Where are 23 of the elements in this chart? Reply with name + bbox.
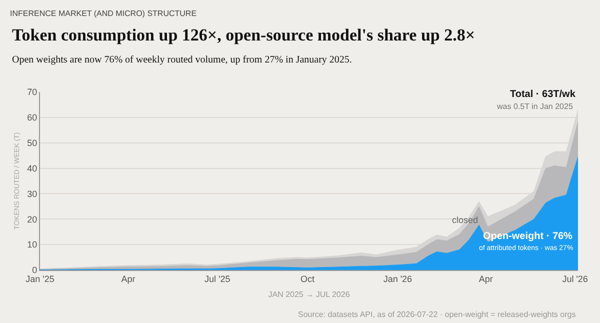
annotation: was 0.5T in Jan 2025	[496, 102, 574, 111]
y-tick-label: 10	[27, 240, 38, 250]
y-tick-label: 40	[27, 163, 38, 174]
x-tick-label: Jan '26	[383, 274, 412, 284]
x-tick-label: Jan '25	[26, 274, 54, 284]
x-tick-label: Jul '25	[204, 274, 230, 284]
series-label: closed	[452, 215, 478, 225]
x-tick-label: Oct	[300, 274, 316, 284]
y-tick-label: 70	[27, 87, 38, 98]
chart-subtitle: Open weights are now 76% of weekly routed volume, up from 27% in January 2025.	[12, 54, 352, 66]
text: INFERENCE MARKET (AND MICRO) STRUCTURE	[10, 9, 197, 18]
chart-title: Token consumption up 126×, open-source model's share up 2.8×	[12, 25, 476, 44]
source-note: Source: datasets API, as of 2026-07-22 · open-weight = released-weights orgs	[298, 310, 576, 319]
x-axis-title: JAN 2025 → JUL 2026	[268, 290, 350, 299]
x-tick-label: Jul '26	[562, 274, 588, 284]
y-tick-label: 50	[27, 138, 38, 148]
y-tick-label: 30	[27, 188, 38, 199]
y-tick-label: 0	[32, 265, 38, 276]
x-tick-label: Apr	[121, 274, 136, 284]
y-tick-label: 60	[27, 112, 38, 123]
annotation: Total · 63T/wk	[510, 89, 576, 100]
x-tick-label: Apr	[478, 274, 493, 284]
y-tick-label: 20	[27, 214, 38, 224]
